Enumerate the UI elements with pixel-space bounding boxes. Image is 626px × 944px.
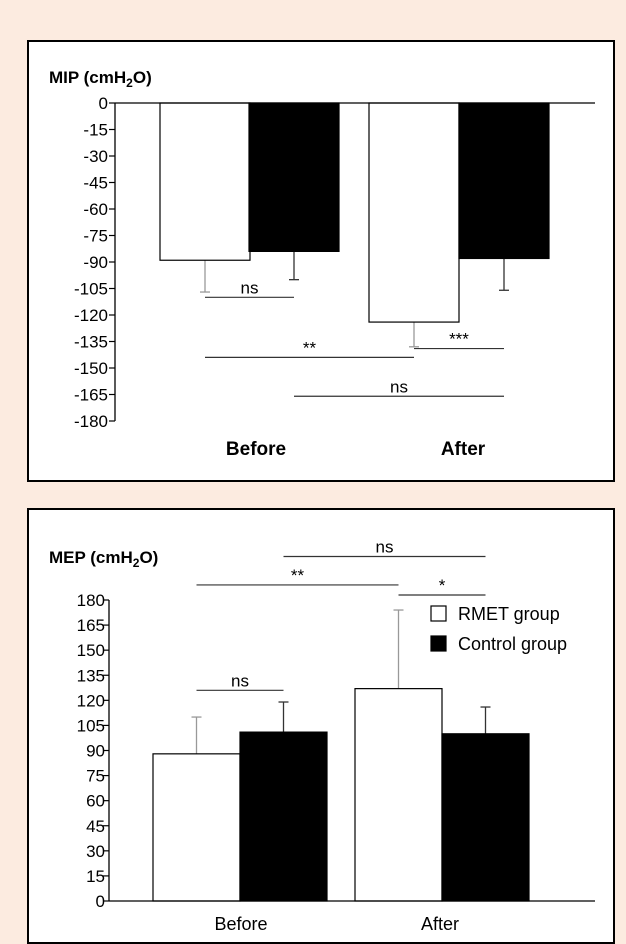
mep-legend-swatch bbox=[430, 605, 447, 622]
mip-y-tick-label: 0 bbox=[99, 94, 108, 113]
mip-bar-rmet-group bbox=[159, 102, 251, 261]
mep-y-tick-label: 90 bbox=[86, 742, 105, 761]
mep-significance-label: ns bbox=[376, 538, 394, 557]
mip-bar-rmet-group bbox=[368, 102, 460, 323]
mip-bar-control-group bbox=[458, 102, 550, 260]
mip-y-tick-label: -120 bbox=[74, 306, 108, 325]
mip-chart-panel: MIP (cmH2O) 0 -15 -30 -45 -60 -75 -90 -105 -120 -1… bbox=[27, 40, 615, 482]
mep-y-tick-label: 150 bbox=[77, 641, 105, 660]
mip-significance-label: ns bbox=[241, 278, 259, 297]
mep-y-tick-label: 105 bbox=[77, 716, 105, 735]
mep-legend-label: RMET group bbox=[458, 604, 560, 624]
mep-bar-control-group bbox=[239, 731, 328, 902]
mep-y-tick-label: 30 bbox=[86, 842, 105, 861]
mep-legend-label: Control group bbox=[458, 634, 567, 654]
mip-chart: MIP (cmH2O) 0 -15 -30 -45 -60 -75 -90 -105 -120 -1… bbox=[49, 68, 595, 460]
mip-significance-label: ** bbox=[303, 338, 317, 357]
mip-category-label: Before bbox=[226, 439, 286, 460]
mep-category-label: Before bbox=[214, 914, 267, 934]
mip-chart-title: MIP (cmH2O) bbox=[49, 68, 152, 90]
mep-y-tick-label: 15 bbox=[86, 867, 105, 886]
mep-bar-rmet-group bbox=[152, 753, 241, 902]
mep-significance-label: * bbox=[439, 576, 446, 595]
mep-significance-label: ns bbox=[231, 671, 249, 690]
mep-chart-panel: MEP (cmH2O) 180 165 150 135 120 105 90 75 60 45 30 1… bbox=[27, 508, 615, 944]
mip-y-tick-label: -45 bbox=[83, 174, 108, 193]
mep-chart-title: MEP (cmH2O) bbox=[49, 548, 158, 570]
mip-y-tick-label: -30 bbox=[83, 147, 108, 166]
mip-y-tick-label: -105 bbox=[74, 280, 108, 299]
mep-category-label: After bbox=[421, 914, 459, 934]
mep-bar-rmet-group bbox=[354, 688, 443, 902]
mep-y-tick-label: 60 bbox=[86, 792, 105, 811]
mep-y-tick-label: 135 bbox=[77, 666, 105, 685]
mip-significance-label: ns bbox=[390, 377, 408, 396]
mip-significance-label: *** bbox=[449, 330, 469, 349]
mip-category-label: After bbox=[441, 439, 486, 460]
mip-y-tick-label: -165 bbox=[74, 386, 108, 405]
mep-y-tick-label: 165 bbox=[77, 616, 105, 635]
mip-y-tick-label: -180 bbox=[74, 412, 108, 431]
mep-y-tick-label: 75 bbox=[86, 767, 105, 786]
mip-y-tick-label: -15 bbox=[83, 121, 108, 140]
mip-y-tick-label: -60 bbox=[83, 200, 108, 219]
mep-y-tick-label: 180 bbox=[77, 591, 105, 610]
mip-y-tick-label: -135 bbox=[74, 333, 108, 352]
mep-legend-swatch bbox=[430, 635, 447, 652]
mip-y-tick-label: -90 bbox=[83, 253, 108, 272]
mep-y-tick-label: 45 bbox=[86, 817, 105, 836]
mep-y-tick-label: 0 bbox=[96, 892, 105, 911]
mep-significance-label: ** bbox=[291, 566, 305, 585]
mep-y-tick-label: 120 bbox=[77, 691, 105, 710]
mep-bar-control-group bbox=[441, 733, 530, 902]
mip-y-tick-label: -150 bbox=[74, 359, 108, 378]
mip-y-tick-label: -75 bbox=[83, 227, 108, 246]
mep-chart: MEP (cmH2O)18016515013512010590756045301… bbox=[49, 538, 595, 934]
mip-bar-control-group bbox=[248, 102, 340, 252]
